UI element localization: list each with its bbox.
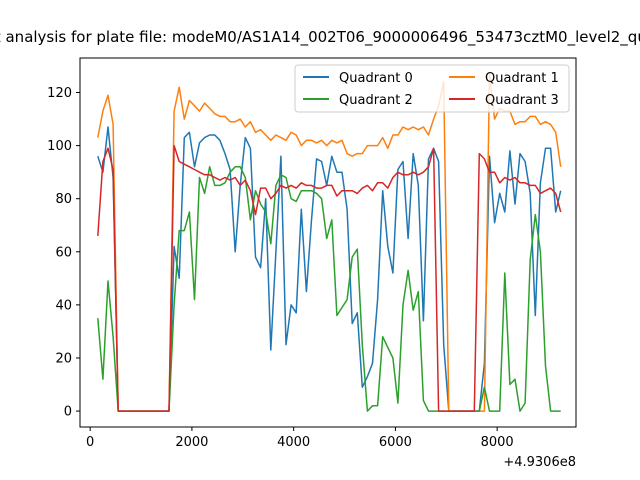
y-tick-label: 100 [47, 139, 72, 154]
legend-label: Quadrant 0 [339, 71, 413, 86]
y-tick-label: 60 [55, 245, 72, 260]
legend-label: Quadrant 2 [339, 93, 413, 108]
y-tick-label: 0 [64, 405, 72, 420]
series-line-quadrant-2 [97, 166, 561, 412]
x-tick-label: 8000 [481, 435, 514, 450]
x-axis: 0 2000 4000 6000 8000 [86, 427, 514, 450]
x-axis-offset-label: +4.9306e8 [503, 455, 576, 470]
legend-label: Quadrant 1 [485, 71, 559, 86]
y-tick-label: 120 [47, 86, 72, 101]
series-line-quadrant-3 [97, 144, 562, 412]
x-tick-label: 4000 [277, 435, 310, 450]
axes-frame [79, 57, 577, 428]
legend-label: Quadrant 3 [485, 93, 559, 108]
y-axis: 0 20 40 60 80 100 120 [47, 86, 80, 420]
legend-box [294, 64, 570, 113]
y-tick-label: 80 [55, 192, 72, 207]
plot-area [97, 73, 562, 412]
series-line-quadrant-1 [97, 73, 562, 412]
x-tick-label: 2000 [175, 435, 208, 450]
legend: Quadrant 0 Quadrant 1 Quadrant 2 Quadrant 3 [294, 64, 570, 113]
x-tick-label: 6000 [379, 435, 412, 450]
y-tick-label: 20 [55, 351, 72, 366]
x-tick-label: 0 [86, 435, 94, 450]
y-tick-label: 40 [55, 298, 72, 313]
chart-title: Quadrant analysis for plate file: modeM0… [0, 28, 640, 47]
series-line-quadrant-0 [97, 126, 562, 412]
